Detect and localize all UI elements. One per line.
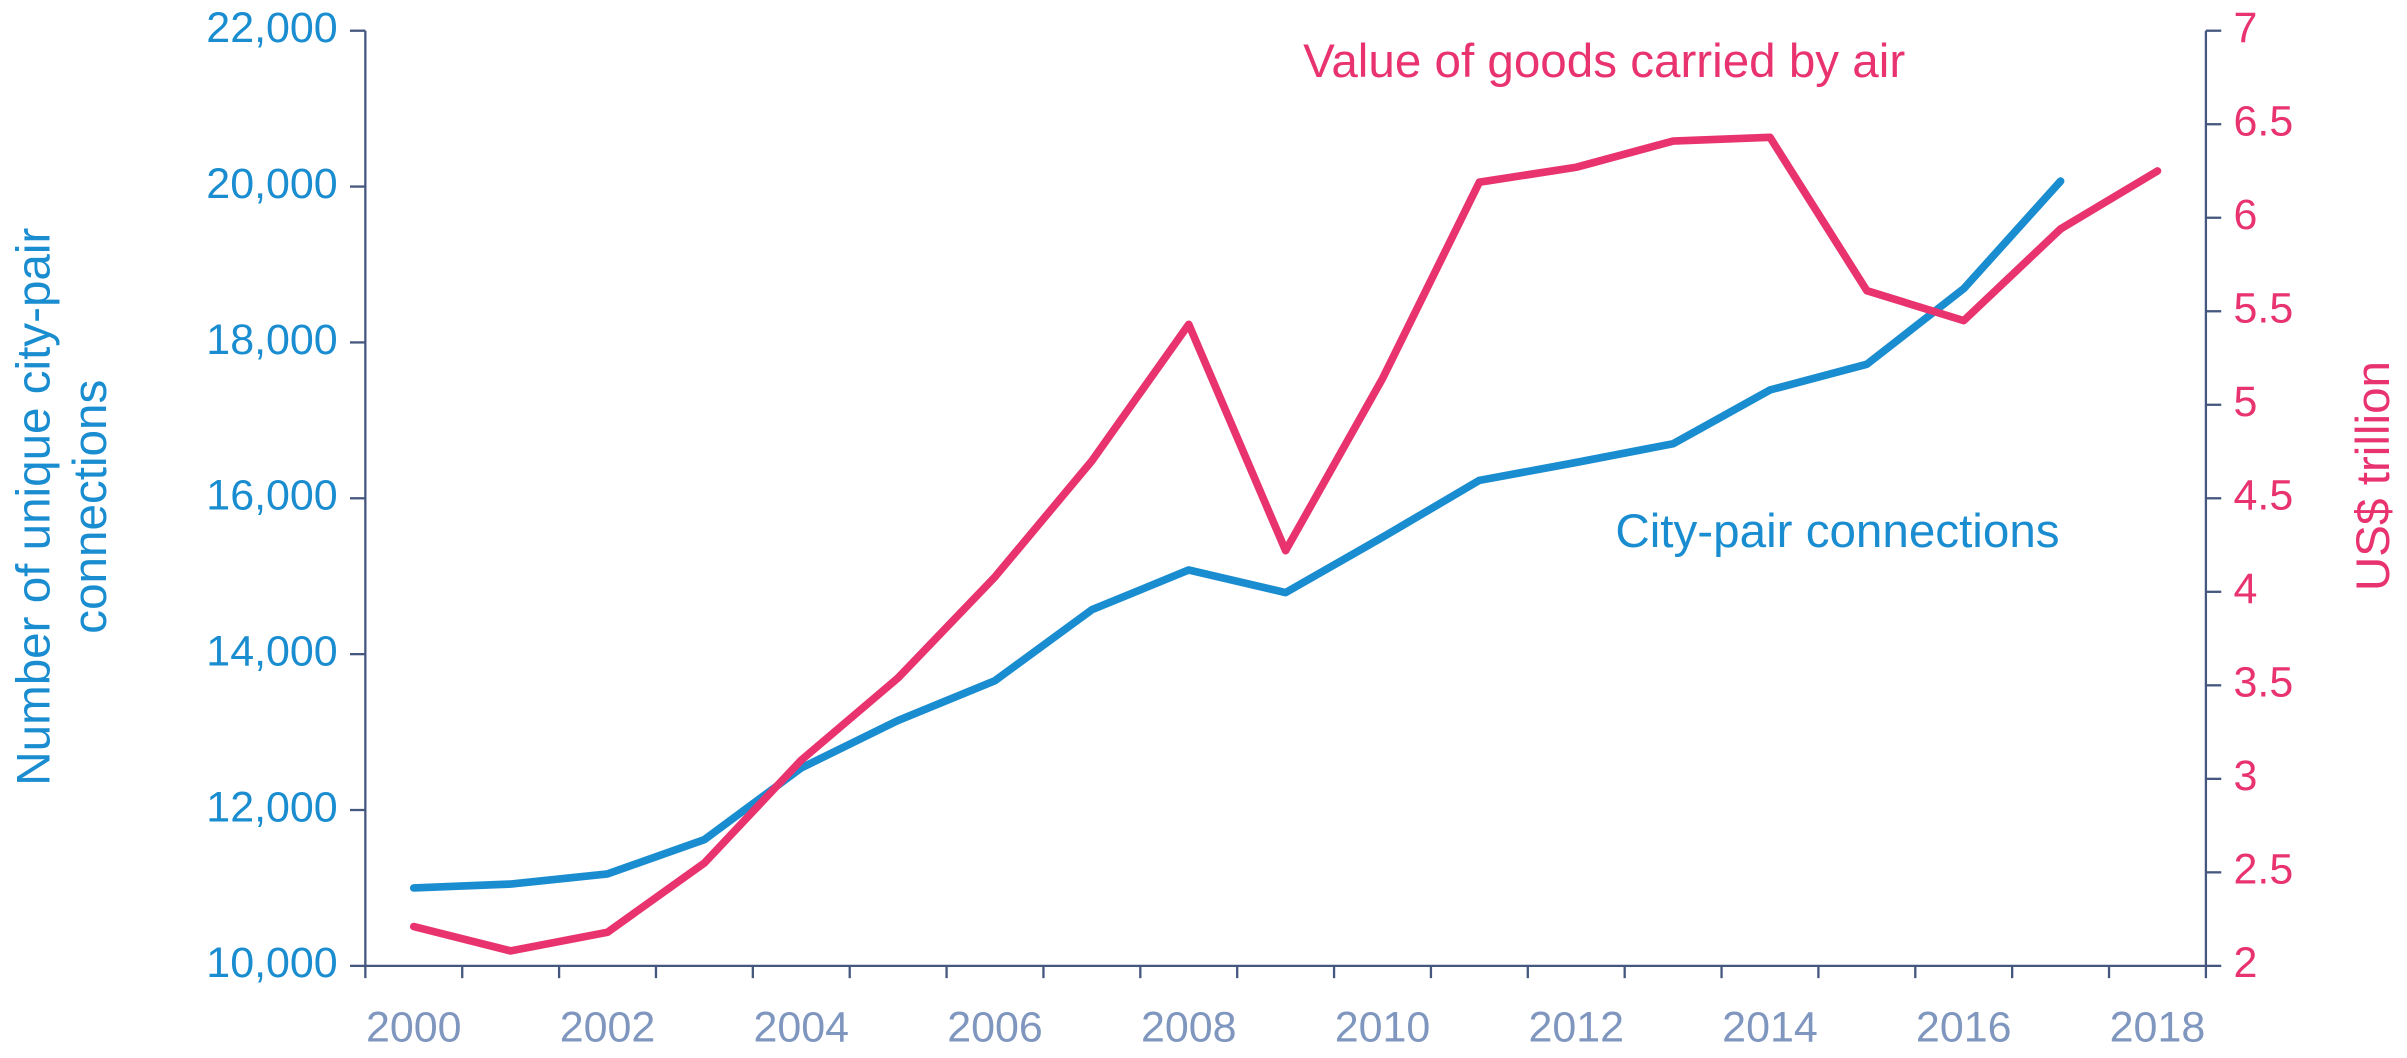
x-tick-label: 2000	[366, 1004, 462, 1052]
y2-tick-label: 6	[2234, 191, 2258, 239]
y2-tick-label: 3.5	[2234, 659, 2294, 707]
y-axis-title: connections	[64, 380, 117, 634]
y2-tick-label: 2	[2234, 939, 2258, 987]
y-tick-label: 22,000	[206, 4, 337, 52]
y-tick-label: 14,000	[206, 628, 337, 676]
x-tick-label: 2008	[1141, 1004, 1237, 1052]
y2-tick-label: 3	[2234, 752, 2258, 800]
y-tick-label: 16,000	[206, 472, 337, 520]
x-tick-label: 2018	[2110, 1004, 2206, 1052]
annotation: City-pair connections	[1615, 505, 2059, 558]
y2-axis-title: US$ trillion	[2347, 361, 2400, 591]
x-tick-label: 2010	[1335, 1004, 1431, 1052]
y-tick-label: 10,000	[206, 939, 337, 987]
y2-tick-label: 6.5	[2234, 98, 2294, 146]
x-tick-label: 2014	[1722, 1004, 1818, 1052]
x-tick-label: 2006	[947, 1004, 1043, 1052]
y-tick-label: 20,000	[206, 160, 337, 208]
x-tick-label: 2004	[753, 1004, 849, 1052]
x-tick-label: 2002	[560, 1004, 656, 1052]
y2-tick-label: 2.5	[2234, 846, 2294, 894]
y2-tick-label: 5	[2234, 378, 2258, 426]
data-line	[409, 133, 2162, 955]
y-tick-label: 18,000	[206, 316, 337, 364]
y2-tick-label: 7	[2234, 4, 2258, 52]
y2-tick-label: 5.5	[2234, 285, 2294, 333]
y2-tick-label: 4	[2234, 565, 2258, 613]
y-tick-label: 12,000	[206, 783, 337, 831]
y2-tick-label: 4.5	[2234, 472, 2294, 520]
y-axis-title: Number of unique city-pair	[7, 228, 60, 786]
x-tick-label: 2012	[1528, 1004, 1624, 1052]
data-line	[409, 177, 2065, 892]
x-tick-label: 2016	[1916, 1004, 2012, 1052]
annotation: Value of goods carried by air	[1303, 35, 1905, 88]
